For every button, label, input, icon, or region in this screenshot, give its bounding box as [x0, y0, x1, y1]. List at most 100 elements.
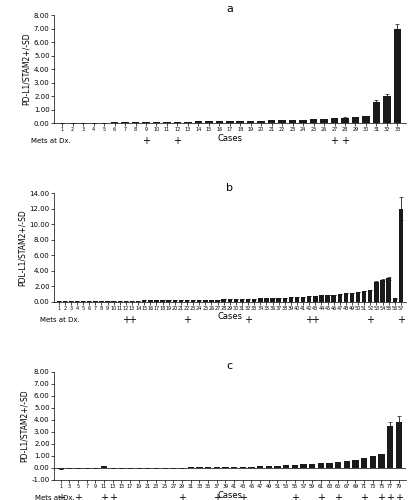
Bar: [288, 298, 292, 302]
Bar: [101, 466, 107, 468]
Text: +: +: [290, 493, 298, 500]
Bar: [308, 464, 314, 468]
Bar: [351, 118, 358, 123]
Title: a: a: [226, 4, 233, 14]
Bar: [209, 300, 213, 302]
Bar: [93, 301, 97, 302]
Bar: [256, 466, 263, 468]
Bar: [367, 290, 372, 302]
Text: +: +: [366, 314, 373, 324]
Bar: [111, 301, 116, 302]
Bar: [398, 209, 402, 302]
Text: +: +: [173, 136, 181, 146]
Text: +: +: [316, 493, 324, 500]
Bar: [90, 122, 97, 123]
Bar: [343, 461, 349, 468]
Text: Mets at Dx.: Mets at Dx.: [40, 316, 80, 322]
Bar: [148, 300, 152, 302]
Bar: [270, 298, 274, 302]
Bar: [282, 466, 289, 468]
Bar: [377, 454, 384, 468]
Bar: [331, 294, 335, 302]
Bar: [123, 300, 128, 302]
Bar: [236, 121, 243, 123]
Bar: [222, 467, 228, 468]
Y-axis label: PD-L1/STAM2+/-SD: PD-L1/STAM2+/-SD: [19, 390, 28, 462]
Bar: [351, 460, 358, 468]
Bar: [361, 116, 369, 123]
Text: +: +: [74, 493, 82, 500]
Bar: [248, 466, 254, 468]
Bar: [142, 122, 150, 123]
Bar: [152, 122, 160, 123]
Text: Mets at Dx.: Mets at Dx.: [35, 495, 74, 500]
Bar: [361, 291, 366, 302]
Bar: [385, 278, 390, 301]
Bar: [221, 300, 225, 302]
Bar: [117, 300, 122, 302]
Title: c: c: [226, 361, 232, 371]
Bar: [330, 118, 337, 123]
Bar: [257, 298, 262, 302]
Text: Mets at Dx.: Mets at Dx.: [31, 138, 70, 144]
Bar: [225, 121, 233, 123]
Bar: [184, 300, 189, 302]
Bar: [135, 300, 140, 302]
Bar: [105, 301, 109, 302]
Bar: [154, 300, 158, 302]
Text: +: +: [385, 493, 393, 500]
Bar: [274, 466, 280, 468]
Bar: [130, 300, 134, 302]
Bar: [369, 456, 375, 468]
Bar: [343, 294, 347, 302]
Bar: [291, 465, 297, 468]
Bar: [309, 120, 316, 123]
Bar: [288, 120, 296, 123]
Text: +: +: [238, 493, 246, 500]
Text: +: +: [178, 493, 186, 500]
Bar: [203, 300, 207, 302]
Text: +: +: [142, 136, 150, 146]
Bar: [184, 122, 191, 123]
Bar: [360, 458, 366, 468]
Bar: [227, 300, 231, 302]
Bar: [312, 296, 317, 302]
Bar: [393, 28, 400, 123]
Text: +: +: [394, 493, 402, 500]
Text: +: +: [121, 314, 130, 324]
Bar: [337, 294, 341, 302]
Bar: [215, 300, 219, 302]
Bar: [340, 118, 348, 123]
Bar: [121, 122, 128, 123]
Bar: [317, 463, 323, 468]
Bar: [239, 299, 244, 302]
Bar: [267, 120, 275, 123]
Bar: [111, 122, 118, 123]
Text: +: +: [311, 314, 318, 324]
Bar: [294, 297, 299, 302]
Bar: [334, 462, 340, 468]
Bar: [172, 300, 176, 302]
Bar: [178, 300, 183, 302]
Bar: [299, 120, 306, 123]
Bar: [380, 280, 384, 301]
Bar: [194, 122, 202, 123]
Bar: [265, 466, 271, 468]
Bar: [131, 122, 139, 123]
Bar: [382, 96, 390, 123]
Bar: [395, 422, 401, 468]
Bar: [263, 298, 268, 302]
Bar: [213, 467, 219, 468]
Text: +: +: [109, 493, 116, 500]
Y-axis label: PDL-L1/STAM2+/-SD: PDL-L1/STAM2+/-SD: [18, 209, 26, 286]
Text: +: +: [333, 493, 341, 500]
Bar: [197, 300, 201, 302]
Bar: [233, 300, 237, 302]
Bar: [349, 293, 353, 302]
Bar: [100, 122, 108, 123]
Bar: [392, 298, 396, 302]
Text: +: +: [304, 314, 313, 324]
X-axis label: Cases: Cases: [217, 134, 242, 142]
Text: +: +: [212, 493, 220, 500]
Bar: [373, 282, 377, 302]
